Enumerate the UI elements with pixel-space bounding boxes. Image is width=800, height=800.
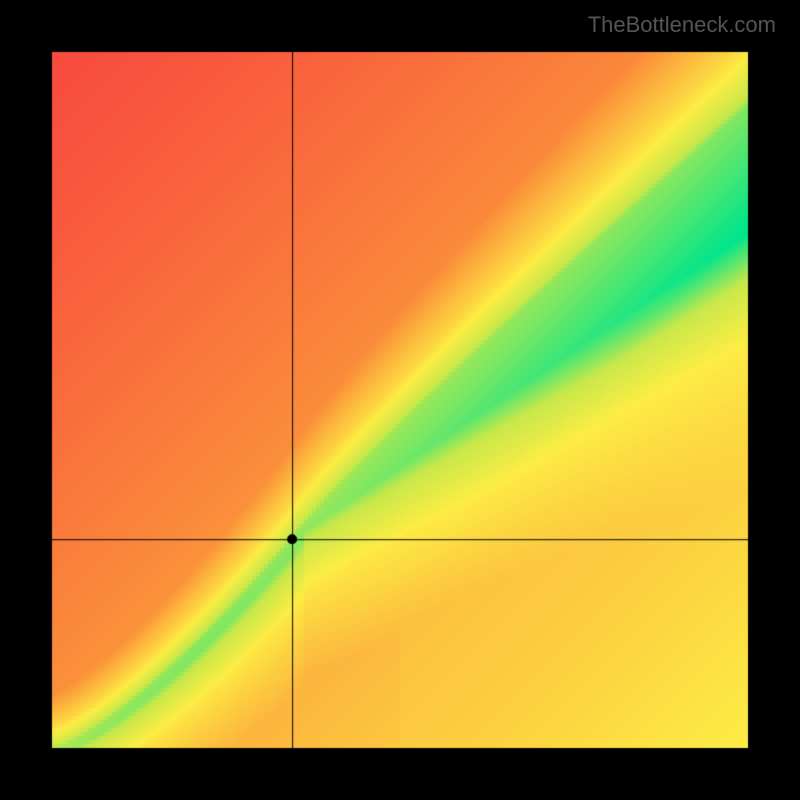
watermark-text: TheBottleneck.com xyxy=(588,12,776,38)
bottleneck-heatmap-canvas xyxy=(0,0,800,800)
chart-container: TheBottleneck.com xyxy=(0,0,800,800)
